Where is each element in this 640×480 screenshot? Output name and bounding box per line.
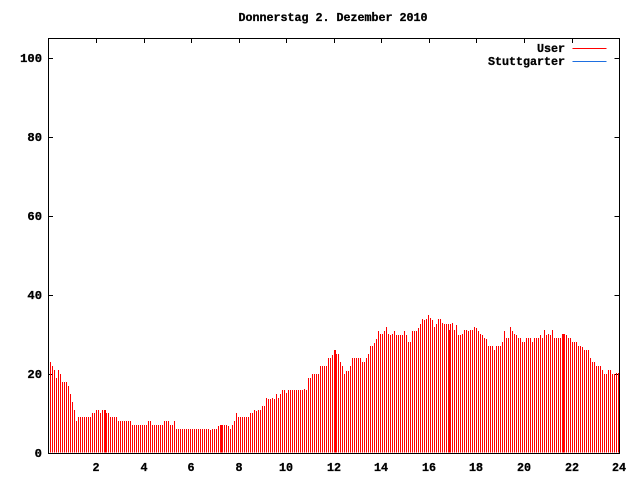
svg-text:4: 4	[140, 461, 147, 475]
svg-text:0: 0	[35, 447, 42, 461]
svg-text:14: 14	[374, 461, 388, 475]
svg-text:8: 8	[235, 461, 242, 475]
svg-text:16: 16	[422, 461, 436, 475]
svg-text:40: 40	[27, 289, 42, 303]
svg-text:24: 24	[612, 461, 626, 475]
svg-text:2: 2	[92, 461, 99, 475]
svg-text:80: 80	[27, 131, 42, 145]
svg-text:100: 100	[20, 52, 42, 66]
svg-text:12: 12	[327, 461, 341, 475]
svg-text:20: 20	[27, 368, 42, 382]
svg-text:60: 60	[27, 210, 42, 224]
svg-text:10: 10	[279, 461, 293, 475]
svg-text:22: 22	[565, 461, 579, 475]
svg-text:User: User	[537, 42, 565, 56]
svg-text:6: 6	[187, 461, 194, 475]
svg-text:Donnerstag 2. Dezember 2010: Donnerstag 2. Dezember 2010	[239, 11, 428, 25]
svg-text:18: 18	[469, 461, 483, 475]
svg-text:Stuttgarter: Stuttgarter	[488, 55, 565, 69]
svg-text:20: 20	[517, 461, 531, 475]
